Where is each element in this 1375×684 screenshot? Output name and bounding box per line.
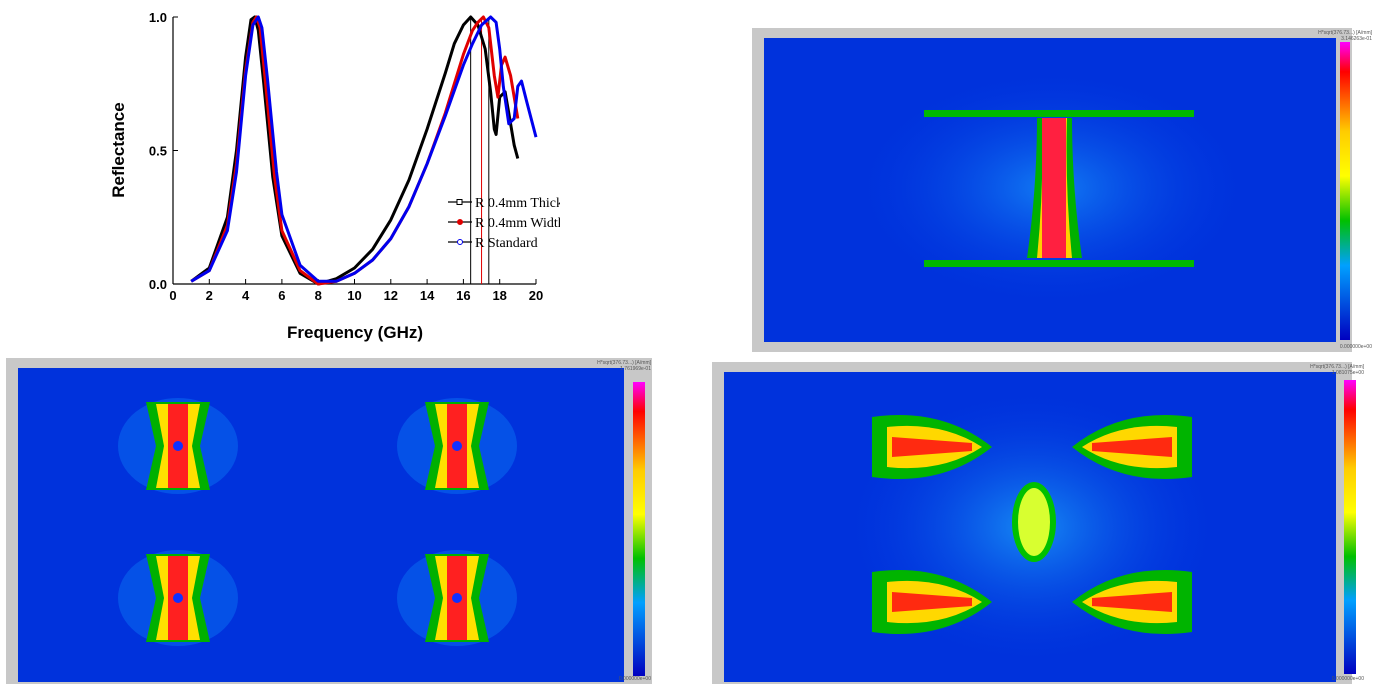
x-tick-label: 0 <box>169 288 176 303</box>
x-tick-label: 20 <box>529 288 543 303</box>
scale-min-label: 0.000000e+00 <box>1331 676 1364 682</box>
x-tick-label: 14 <box>420 288 435 303</box>
y-tick-label: 0.0 <box>149 277 167 292</box>
x-axis-label: Frequency (GHz) <box>287 323 423 342</box>
legend-label: R 0.4mm Width <box>475 216 560 231</box>
scale-label: H*sqrt(376.73...) [A/mm] <box>1310 364 1364 370</box>
x-tick-label: 6 <box>278 288 285 303</box>
x-tick-label: 2 <box>206 288 213 303</box>
series-line-0 <box>190 15 520 286</box>
coupled-field-lobe <box>1072 570 1192 634</box>
resonator-field-hotspot <box>118 398 238 494</box>
vertical-markers <box>470 17 490 284</box>
coupled-field-lobe <box>872 415 992 479</box>
resonator-field-hotspot <box>118 550 238 646</box>
colorbar <box>633 382 645 676</box>
x-tick-label: 4 <box>242 288 250 303</box>
x-tick-label: 8 <box>315 288 322 303</box>
scale-min-label: 0.000000e+00 <box>1339 344 1372 350</box>
resonator-field-hotspot <box>397 398 517 494</box>
scale-max-label: 1.081075e+00 <box>1331 370 1364 376</box>
y-tick-label: 1.0 <box>149 10 167 25</box>
x-tick-label: 10 <box>347 288 361 303</box>
field-plot-four-units: H*sqrt(376.73...) [A/mm] 1.761969e-01 0.… <box>0 358 665 684</box>
legend-label: R Standard <box>475 236 538 251</box>
scale-label: H*sqrt(376.73...) [A/mm] <box>1318 30 1372 36</box>
x-tick-label: 18 <box>492 288 506 303</box>
scale-max-label: 1.761969e-01 <box>620 366 651 372</box>
resonator-field-hotspot <box>397 550 517 646</box>
coupled-field-lobe <box>1072 415 1192 479</box>
y-axis-label: Reflectance <box>109 102 128 197</box>
scale-max-label: 3.146263e-01 <box>1341 36 1372 42</box>
legend: R 0.4mm Thick R 0.4mm Width R Standard <box>448 196 560 251</box>
legend-label: R 0.4mm Thick <box>475 196 560 211</box>
legend-marker <box>457 239 463 245</box>
legend-marker <box>457 219 463 225</box>
reflectance-chart: 0 2 4 6 8 10 12 14 16 18 20 0.0 0.5 1.0 Frequency (G… <box>109 10 560 342</box>
field-map <box>18 368 624 682</box>
field-plot-single-unit: H*sqrt(376.73...) [A/mm] 3.146263e-01 0.… <box>752 28 1372 352</box>
series-line-2 <box>190 15 538 283</box>
y-ticks: 0.0 0.5 1.0 <box>149 10 178 292</box>
x-ticks: 0 2 4 6 8 10 12 14 16 18 20 <box>169 279 543 303</box>
series-layer <box>190 15 538 286</box>
x-tick-label: 16 <box>456 288 470 303</box>
scale-label: H*sqrt(376.73...) [A/mm] <box>597 360 651 366</box>
colorbar <box>1344 380 1356 674</box>
legend-marker <box>456 199 463 205</box>
coupled-field-lobe <box>872 570 992 634</box>
field-plot-coupled: H*sqrt(376.73...) [A/mm] 1.081075e+00 0.… <box>712 362 1372 684</box>
x-tick-label: 12 <box>384 288 398 303</box>
series-line-1 <box>190 15 520 286</box>
y-tick-label: 0.5 <box>149 144 167 159</box>
colorbar <box>1340 42 1350 340</box>
scale-min-label: 0.000000e+00 <box>618 676 651 682</box>
